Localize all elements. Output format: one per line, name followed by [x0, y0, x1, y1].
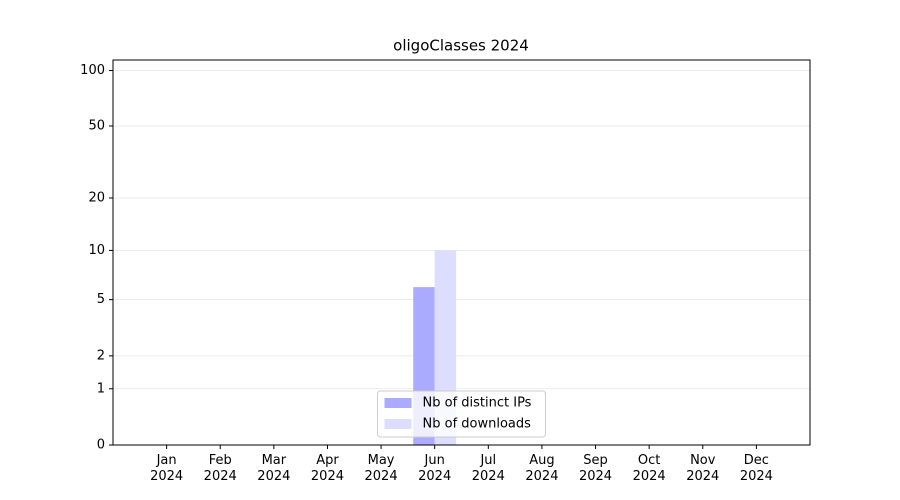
legend-label: Nb of downloads [423, 417, 532, 432]
x-tick-label: Dec 2024 [739, 453, 773, 484]
x-tick-label: May 2024 [364, 453, 398, 484]
x-tick-label: Apr 2024 [310, 453, 344, 484]
legend-swatch [384, 419, 412, 429]
y-tick-label: 5 [97, 292, 105, 307]
y-tick-label: 100 [80, 63, 105, 78]
x-tick-label: Feb 2024 [203, 453, 237, 484]
y-tick-label: 0 [97, 438, 105, 453]
x-tick-label: Oct 2024 [632, 453, 666, 484]
x-tick-label: Jan 2024 [150, 453, 184, 484]
y-tick-label: 1 [97, 381, 105, 396]
y-tick-label: 50 [88, 118, 105, 133]
y-tick-label: 2 [97, 348, 105, 363]
x-tick-label: Sep 2024 [578, 453, 613, 484]
legend-box [377, 390, 546, 438]
plot-frame [112, 59, 811, 446]
chart-title: oligoClasses 2024 [393, 37, 529, 55]
x-tick-label: Nov 2024 [686, 453, 720, 484]
x-tick-label: Jun 2024 [418, 453, 452, 484]
legend-swatch [384, 398, 412, 408]
x-tick-label: Aug 2024 [525, 453, 559, 484]
legend-label: Nb of distinct IPs [423, 396, 532, 411]
x-tick-label: Jul 2024 [471, 453, 505, 484]
y-tick-label: 10 [88, 243, 105, 258]
y-tick-label: 20 [88, 190, 105, 205]
x-tick-label: Mar 2024 [257, 453, 291, 484]
